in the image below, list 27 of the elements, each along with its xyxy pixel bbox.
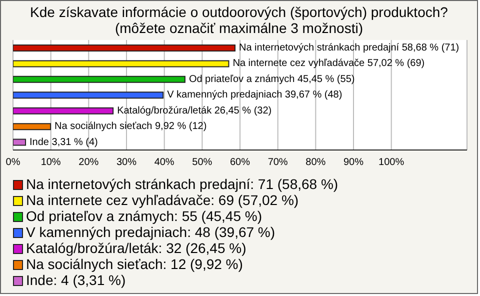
x-tick-label: 30% [116, 157, 137, 168]
data-label: Od priateľov a známych 45,45 % (55) [188, 74, 355, 85]
legend-label: V kamenných predajniach: 48 (39,67 %) [26, 224, 276, 240]
data-label: Na internete cez vyhľadávače 57,02 % (69) [232, 58, 425, 70]
x-tick-label: 90% [343, 157, 364, 168]
chart-subtitle: (môžete označiť maximálne 3 možnosti) [114, 20, 364, 36]
legend-label: Katalóg/brožúra/leták: 32 (26,45 %) [26, 240, 246, 256]
x-tick-label: 100% [378, 157, 404, 168]
legend-label: Od priateľov a známych: 55 (45,45 %) [26, 208, 262, 224]
data-label: Na internetových stránkach predajní 58,68 % (71) [239, 42, 460, 54]
legend-label: Na internete cez vyhľadávače: 69 (57,02 %) [26, 192, 299, 208]
x-tick-label: 70% [268, 157, 288, 168]
legend-label: Na sociálnych sieťach: 12 (9,92 %) [26, 256, 243, 272]
x-tick-label: 50% [192, 157, 212, 168]
x-tick-label: 80% [306, 157, 326, 168]
x-tick-label: 40% [154, 157, 174, 168]
data-label: V kamenných predajniach 39,67 % (48) [167, 90, 342, 101]
x-tick-label: 20% [78, 157, 99, 168]
data-label: Katalóg/brožúra/leták 26,45 % (32) [117, 105, 272, 116]
x-tick-label: 60% [230, 157, 250, 168]
x-tick-label: 0% [6, 157, 20, 168]
legend-label: Inde: 4 (3,31 %) [26, 272, 126, 288]
data-label: Inde 3,31 % (4) [30, 136, 98, 148]
legend-label: Na internetových stránkach predajní: 71 (58,68 %) [26, 176, 338, 192]
chart-title: Kde získavate informácie o outdoorových (športových) produktoch? [29, 4, 449, 20]
data-label: Na sociálnych sieťach 9,92 % (12) [54, 121, 207, 132]
x-tick-label: 10% [40, 157, 61, 168]
